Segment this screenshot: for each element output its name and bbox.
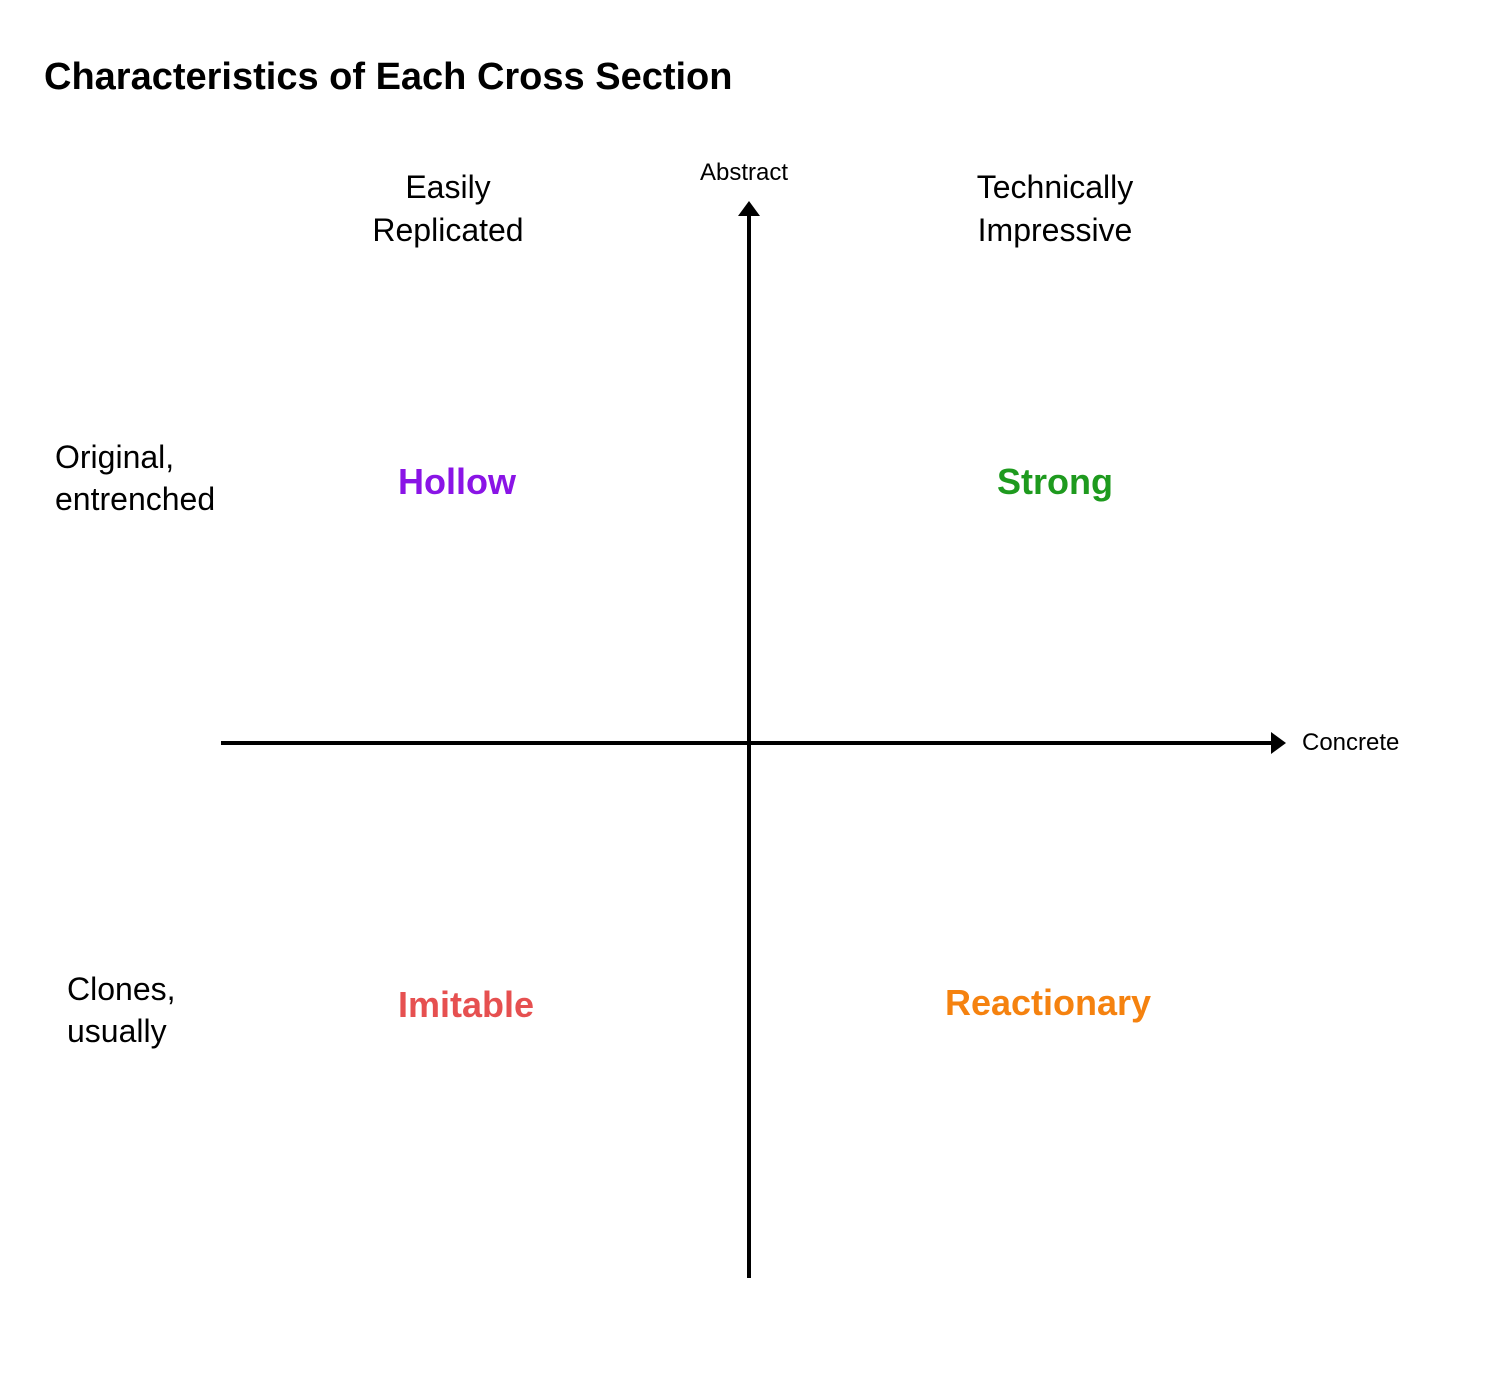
row-label-line: Clones, bbox=[67, 971, 176, 1007]
row-label-original-entrenched: Original, entrenched bbox=[55, 436, 215, 520]
quadrant-label-reactionary: Reactionary bbox=[944, 982, 1152, 1023]
axis-label-concrete: Concrete bbox=[1302, 729, 1400, 756]
column-label-line: Replicated bbox=[372, 212, 524, 248]
row-label-line: Original, bbox=[55, 439, 175, 475]
column-label-line: Impressive bbox=[977, 212, 1133, 248]
quadrant-label-strong: Strong bbox=[997, 461, 1113, 502]
quadrant-label-imitable: Imitable bbox=[397, 984, 535, 1025]
column-label-easily-replicated: Easily Replicated bbox=[348, 166, 548, 252]
row-label-line: entrenched bbox=[55, 481, 216, 517]
quadrant-label-hollow: Hollow bbox=[398, 461, 516, 502]
row-label-line: usually bbox=[67, 1013, 167, 1049]
column-label-line: Technically bbox=[976, 169, 1134, 205]
row-label-clones-usually: Clones, usually bbox=[67, 968, 176, 1052]
diagram-title: Characteristics of Each Cross Section bbox=[44, 56, 733, 98]
column-label-technically-impressive: Technically Impressive bbox=[940, 166, 1170, 252]
horizontal-axis-arrowhead bbox=[1271, 732, 1286, 754]
column-label-line: Easily bbox=[405, 169, 491, 205]
vertical-axis-arrowhead bbox=[738, 201, 760, 216]
axis-label-abstract: Abstract bbox=[700, 159, 789, 186]
